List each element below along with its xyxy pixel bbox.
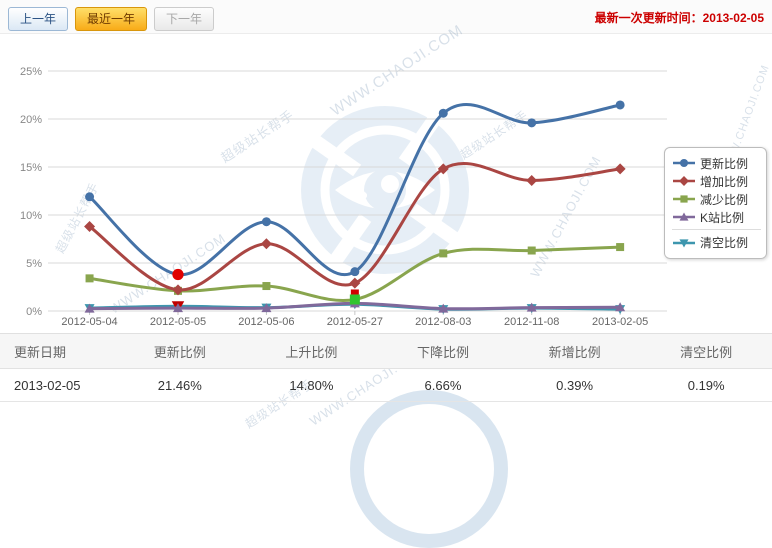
y-axis-label: 15% bbox=[20, 162, 42, 174]
legend-item-increase-ratio[interactable]: 增加比例 bbox=[672, 172, 761, 190]
cell-drop-ratio: 6.66% bbox=[424, 377, 462, 393]
chart-panel: WWW.CHAOJI.COM 超级站长帮手 WWW.CHAOJI.COM 超级站长帮手… bbox=[0, 21, 772, 333]
x-axis-label: 2012-08-03 bbox=[415, 316, 471, 328]
x-axis-label: 2013-02-05 bbox=[592, 316, 648, 328]
legend-triangle-marker-icon bbox=[672, 211, 696, 223]
cell-update-ratio: 21.46% bbox=[157, 377, 202, 393]
y-axis-label: 5% bbox=[26, 258, 42, 270]
data-point-减少比例-2012-05-06[interactable] bbox=[262, 282, 271, 291]
y-axis-label: 20% bbox=[20, 114, 42, 126]
table-header-row: 更新日期 更新比例 上升比例 下降比例 新增比例 清空比例 bbox=[0, 333, 772, 369]
data-point-K站比例-2012-11-08[interactable] bbox=[526, 302, 537, 312]
trend-line-chart: 0% 5% 10% 15% 20% 25% 2012-05-04 2012-05-05 2012… bbox=[20, 66, 667, 328]
data-point-增加比例-2012-05-04[interactable] bbox=[84, 221, 96, 233]
legend-label: 减少比例 bbox=[700, 192, 749, 207]
watermark-ring bbox=[350, 390, 508, 548]
x-axis-label: 2012-05-04 bbox=[61, 316, 117, 328]
data-point-增加比例-2012-05-06[interactable] bbox=[260, 238, 272, 250]
legend-item-clear-ratio[interactable]: 清空比例 bbox=[672, 229, 761, 252]
legend-triangle-down-marker-icon bbox=[672, 237, 696, 249]
legend-label: 清空比例 bbox=[700, 236, 749, 250]
legend-item-decrease-ratio[interactable]: 减少比例 bbox=[672, 190, 761, 208]
cell-new-ratio: 0.39% bbox=[556, 377, 594, 393]
legend-label: K站比例 bbox=[700, 210, 745, 225]
table-row: 2013-02-05 21.46% 14.80% 6.66% 0.39% 0.1… bbox=[0, 369, 772, 402]
toolbar: 上一年 最近一年 下一年 最新一次更新时间：2013-02-05 bbox=[0, 0, 772, 34]
data-point-更新比例-2012-11-08[interactable] bbox=[527, 118, 537, 128]
data-point-badge bbox=[350, 289, 359, 295]
tab-recent-year[interactable]: 最近一年 bbox=[75, 7, 148, 31]
x-axis-label: 2012-11-08 bbox=[504, 316, 559, 328]
tab-prev-year[interactable]: 上一年 bbox=[8, 7, 69, 31]
col-header-clear-ratio: 清空比例 bbox=[680, 344, 733, 360]
data-point-减少比例-2012-05-04[interactable] bbox=[85, 274, 94, 283]
data-point-更新比例-2012-08-03[interactable] bbox=[438, 108, 448, 118]
legend-item-kblock-ratio[interactable]: K站比例 bbox=[672, 208, 761, 226]
col-header-update-ratio: 更新比例 bbox=[153, 344, 206, 360]
y-axis-label: 10% bbox=[20, 210, 42, 222]
legend-item-update-ratio[interactable]: 更新比例 bbox=[672, 154, 761, 172]
data-point-更新比例-2013-02-05[interactable] bbox=[615, 100, 625, 110]
x-axis-label: 2012-05-27 bbox=[327, 316, 383, 328]
chart-legend: 更新比例 增加比例 减少比例 K站比例 清空比例 bbox=[664, 147, 767, 259]
summary-table: 更新日期 更新比例 上升比例 下降比例 新增比例 清空比例 2013-02-05… bbox=[0, 333, 772, 402]
data-point-更新比例-2012-05-27[interactable] bbox=[350, 267, 360, 277]
legend-circle-marker-icon bbox=[672, 157, 696, 169]
data-point-K站比例-2012-05-06[interactable] bbox=[261, 303, 272, 313]
y-axis-label: 0% bbox=[26, 306, 42, 318]
year-tabs: 上一年 最近一年 下一年 bbox=[8, 7, 215, 31]
col-header-drop-ratio: 下降比例 bbox=[416, 344, 469, 360]
legend-label: 更新比例 bbox=[700, 156, 749, 171]
x-axis-label: 2012-05-06 bbox=[238, 316, 294, 328]
data-point-K站比例-2012-05-04[interactable] bbox=[84, 303, 95, 313]
data-point-K站比例-2012-05-05[interactable] bbox=[172, 303, 183, 313]
data-point-增加比例-2012-05-27[interactable] bbox=[349, 277, 361, 289]
cell-update-date: 2013-02-05 bbox=[14, 377, 81, 393]
data-point-减少比例-2012-11-08[interactable] bbox=[527, 246, 536, 255]
data-point-增加比例-2012-11-08[interactable] bbox=[526, 174, 538, 186]
col-header-new-ratio: 新增比例 bbox=[548, 344, 601, 360]
data-point-增加比例-2012-05-05[interactable] bbox=[172, 284, 184, 296]
legend-square-marker-icon bbox=[672, 193, 696, 205]
data-point-更新比例-2012-05-05[interactable] bbox=[172, 268, 184, 281]
legend-diamond-marker-icon bbox=[672, 175, 696, 187]
data-point-减少比例-2013-02-05[interactable] bbox=[616, 243, 625, 252]
data-point-K站比例-2012-08-03[interactable] bbox=[438, 303, 449, 313]
legend-label: 增加比例 bbox=[700, 174, 749, 189]
col-header-update-date: 更新日期 bbox=[14, 344, 67, 360]
last-update-time-label: 最新一次更新时间：2013-02-05 bbox=[594, 11, 764, 25]
data-point-减少比例-2012-08-03[interactable] bbox=[439, 249, 448, 258]
data-point-减少比例-2012-05-27[interactable] bbox=[349, 294, 360, 305]
col-header-rise-ratio: 上升比例 bbox=[285, 344, 338, 360]
data-point-增加比例-2012-08-03[interactable] bbox=[437, 163, 449, 175]
tab-next-year[interactable]: 下一年 bbox=[154, 7, 215, 31]
y-axis-label: 25% bbox=[20, 66, 42, 78]
cell-rise-ratio: 14.80% bbox=[289, 377, 334, 393]
data-point-增加比例-2013-02-05[interactable] bbox=[614, 163, 626, 175]
data-point-更新比例-2012-05-06[interactable] bbox=[261, 217, 271, 227]
data-point-K站比例-2013-02-05[interactable] bbox=[615, 302, 626, 312]
x-axis-label: 2012-05-05 bbox=[150, 316, 206, 328]
data-point-更新比例-2012-05-04[interactable] bbox=[85, 192, 95, 202]
cell-clear-ratio: 0.19% bbox=[687, 377, 725, 393]
